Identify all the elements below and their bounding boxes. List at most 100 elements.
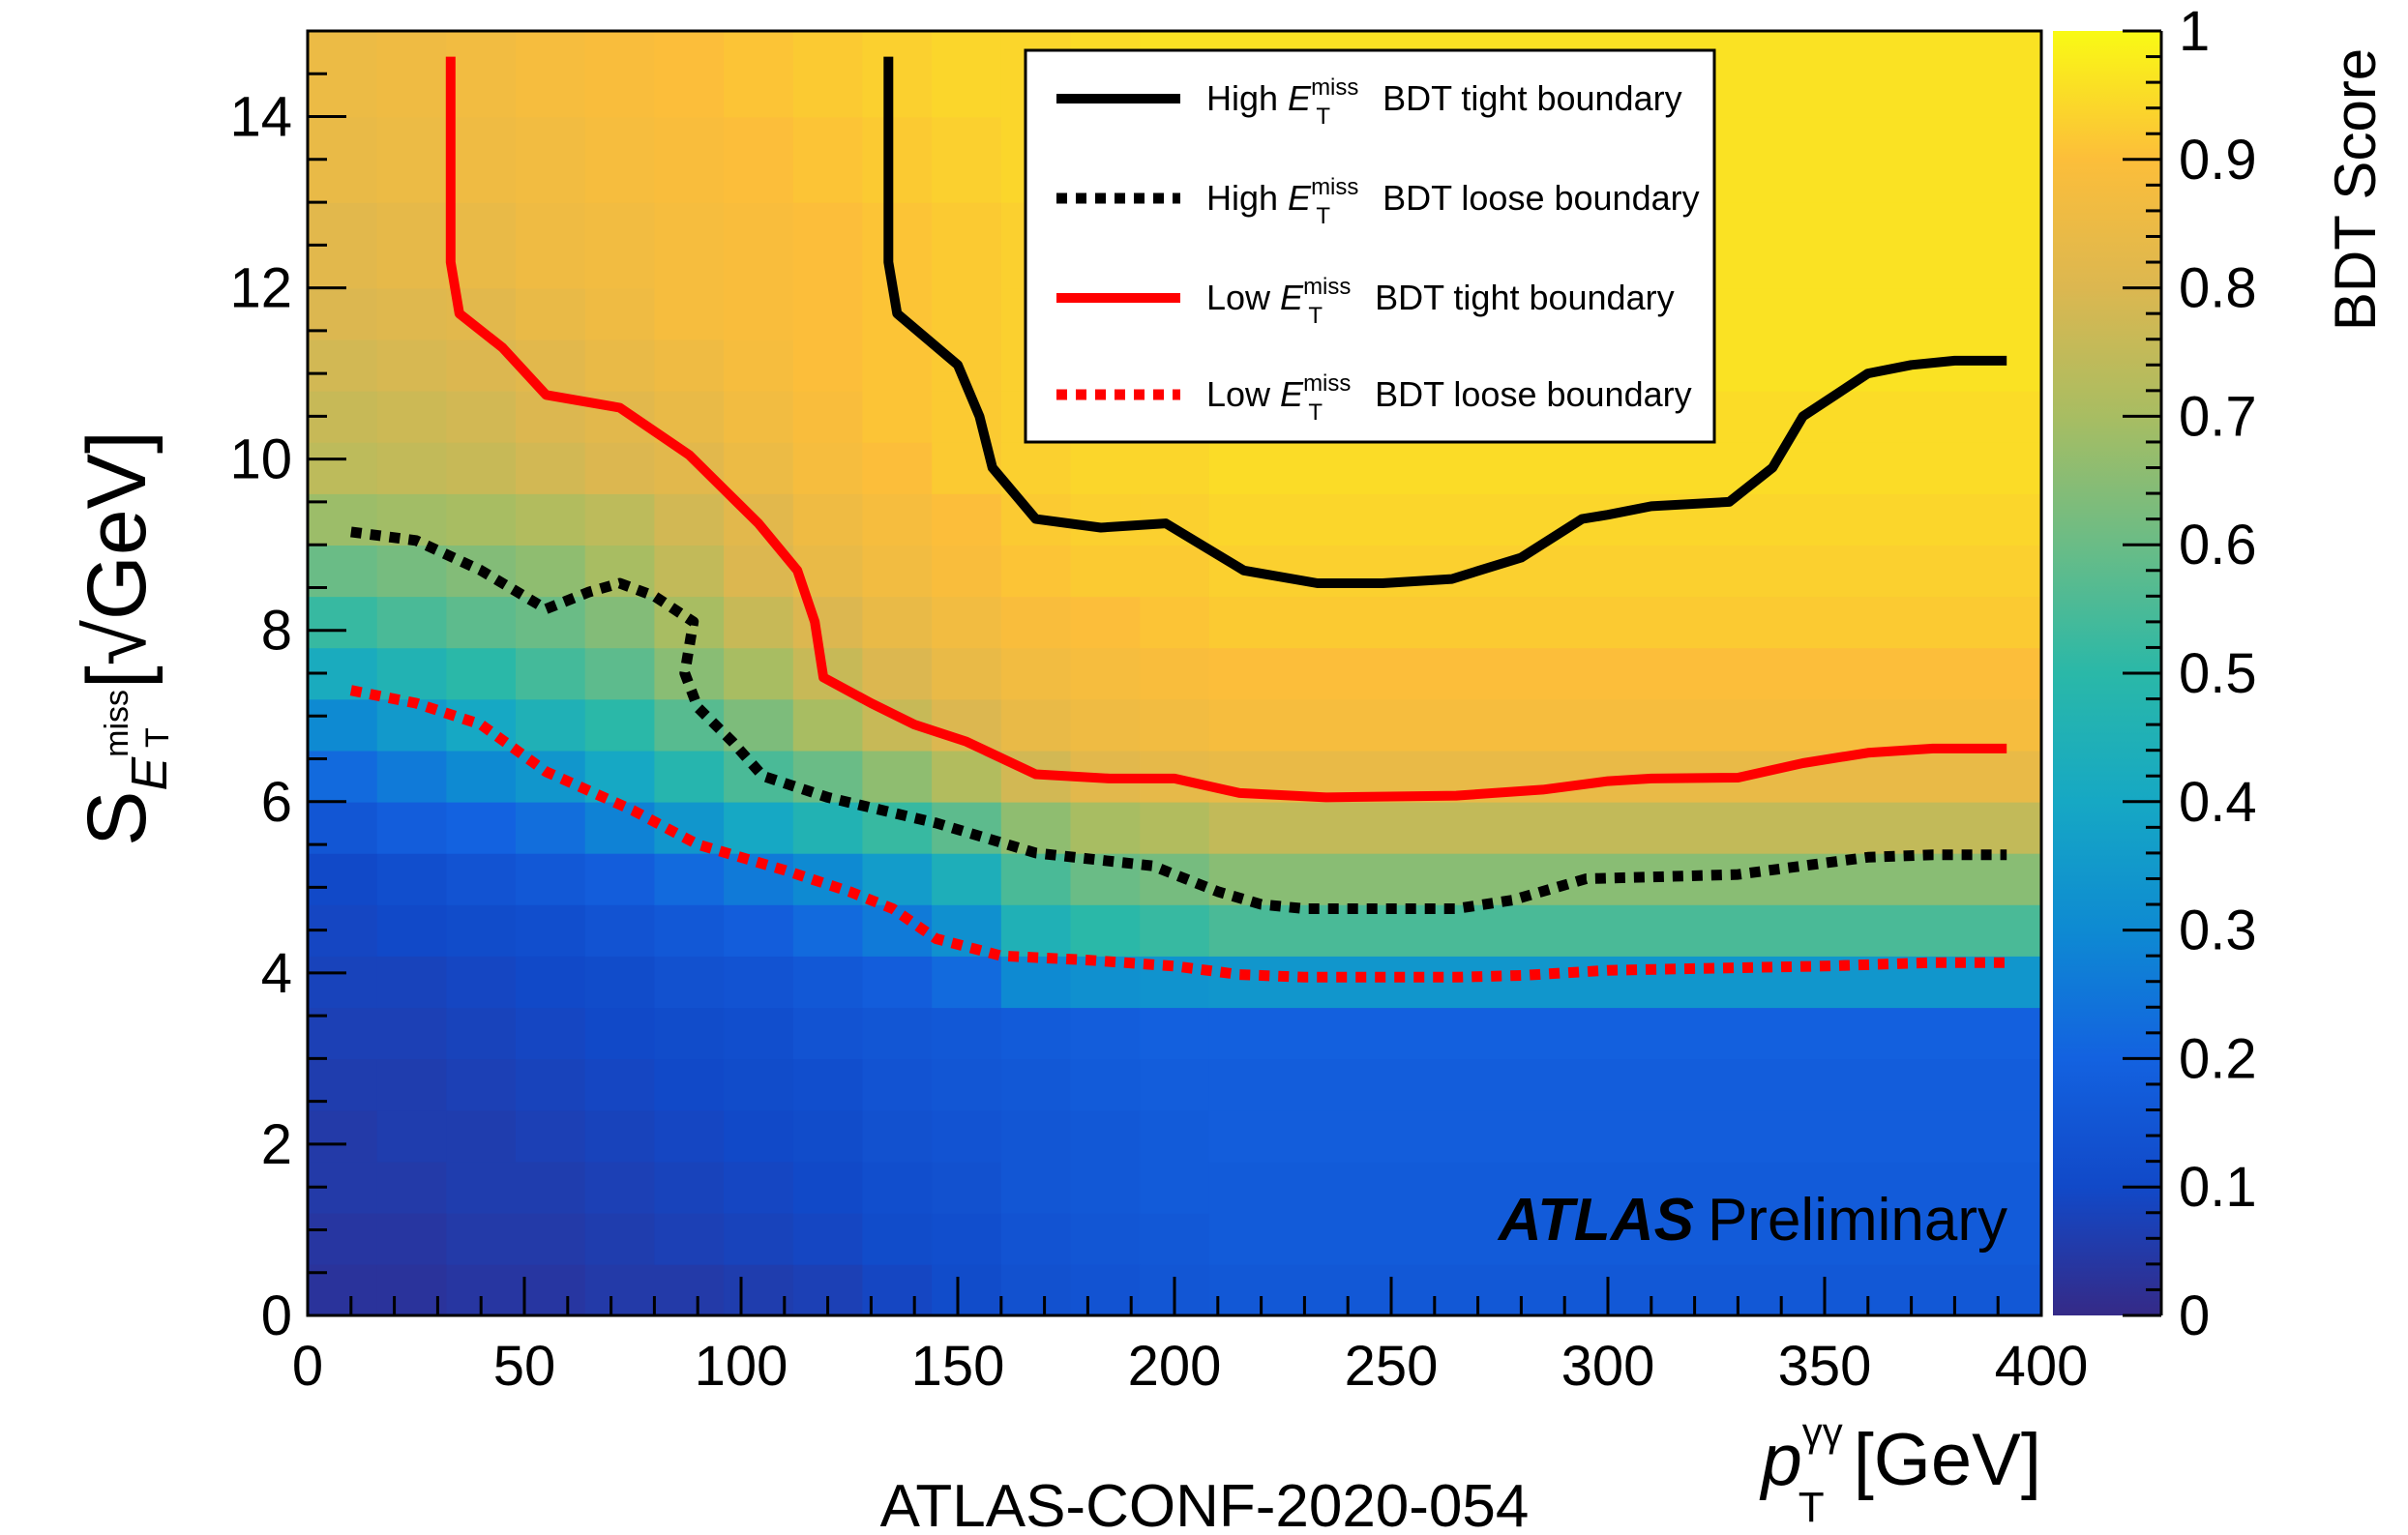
heatmap-cell xyxy=(446,904,517,957)
heatmap-cell xyxy=(792,1212,864,1265)
heatmap-cell xyxy=(1140,545,1210,598)
heatmap-cell xyxy=(932,904,1002,957)
heatmap-cell xyxy=(654,1161,725,1214)
legend-label: High Emiss T BDT tight boundary xyxy=(1206,74,1682,130)
heatmap-cell xyxy=(792,31,864,118)
heatmap-cell xyxy=(308,1212,378,1265)
heatmap-cell xyxy=(1208,1212,2041,1265)
heatmap-cell xyxy=(1070,904,1141,957)
heatmap-cell xyxy=(1140,698,1210,752)
heatmap-cell xyxy=(516,1263,586,1315)
heatmap-cell xyxy=(792,801,864,854)
x-tick-label: 300 xyxy=(1561,1335,1655,1398)
heatmap-cell xyxy=(446,852,517,905)
heatmap-cell xyxy=(516,1109,586,1163)
heatmap-cell xyxy=(308,287,378,340)
heatmap-cell xyxy=(1208,1109,2041,1163)
heatmap-cell xyxy=(792,390,864,443)
x-tick-label: 0 xyxy=(292,1335,323,1398)
heatmap-cell xyxy=(724,698,794,752)
heatmap-cell xyxy=(724,202,794,289)
heatmap-cell xyxy=(584,596,656,649)
heatmap-cell xyxy=(932,1161,1002,1214)
legend-box xyxy=(1024,48,1716,444)
heatmap-cell xyxy=(516,956,586,1009)
heatmap-cell xyxy=(446,116,517,203)
heatmap-cell xyxy=(308,596,378,649)
heatmap-cell xyxy=(654,1109,725,1163)
colorbar-tick-label: 0.6 xyxy=(2179,514,2257,576)
colorbar-axis: 0 0.1 0.2 0.3 0.4 0.5 0.6 0.7 0.8 0.9 1 xyxy=(2123,0,2257,1347)
heatmap-cell xyxy=(654,1058,725,1111)
heatmap-cell xyxy=(932,750,1002,803)
heatmap-cell xyxy=(516,1161,586,1214)
heatmap-cell xyxy=(654,31,725,118)
y-tick-label: 12 xyxy=(229,257,292,320)
heatmap-cell xyxy=(516,698,586,752)
heatmap-cell xyxy=(1140,442,1210,494)
heatmap-cell xyxy=(516,1058,586,1111)
svg-text:ATLAS-CONF-2020-054: ATLAS-CONF-2020-054 xyxy=(880,1473,1530,1530)
boundary-curves xyxy=(349,56,2007,983)
heatmap-cell xyxy=(516,545,586,598)
heatmap-cell xyxy=(584,442,656,494)
heatmap-cell xyxy=(376,1212,448,1265)
heatmap-cell xyxy=(376,1007,448,1060)
heatmap-cell xyxy=(724,1058,794,1111)
heatmap-cell xyxy=(932,647,1002,700)
heatmap-cell xyxy=(446,956,517,1009)
heatmap-cell xyxy=(446,1212,517,1265)
heatmap-cell xyxy=(584,852,656,905)
colorbar-tick-label: 0.1 xyxy=(2179,1156,2257,1219)
heatmap-cell xyxy=(792,956,864,1009)
y-axis-label: SEmiss T[√GeV] xyxy=(71,430,178,846)
heatmap-cell xyxy=(308,545,378,598)
heatmap-cell xyxy=(1000,1007,1072,1060)
heatmap-cell xyxy=(932,1007,1002,1060)
y-tick-label: 14 xyxy=(229,86,292,149)
heatmap-cell xyxy=(446,647,517,700)
heatmap-cell xyxy=(584,339,656,392)
heatmap-cell xyxy=(724,647,794,700)
heatmap-cell xyxy=(376,596,448,649)
heatmap-cell xyxy=(308,442,378,494)
heatmap-cell xyxy=(862,545,933,598)
heatmap-cell xyxy=(932,545,1002,598)
heatmap-cell xyxy=(1070,1161,1141,1214)
heatmap-cell xyxy=(516,339,586,392)
heatmap-cell xyxy=(446,202,517,289)
heatmap-cell xyxy=(446,390,517,443)
heatmap-cell xyxy=(376,1058,448,1111)
heatmap-cell xyxy=(1070,442,1141,494)
heatmap-cell xyxy=(862,956,933,1009)
heatmap-cell xyxy=(446,596,517,649)
heatmap-cell xyxy=(516,904,586,957)
legend-label: High Emiss T BDT loose boundary xyxy=(1206,174,1700,229)
heatmap-cell xyxy=(724,287,794,340)
heatmap-cell xyxy=(446,493,517,546)
heatmap-cell xyxy=(862,339,933,392)
heatmap-cell xyxy=(446,698,517,752)
heatmap-cell xyxy=(862,1263,933,1315)
heatmap-cell xyxy=(376,1161,448,1214)
heatmap-cell xyxy=(792,287,864,340)
heatmap-cell xyxy=(1140,647,1210,700)
heatmap-cell xyxy=(376,1109,448,1163)
heatmap-cell xyxy=(862,596,933,649)
heatmap-cell xyxy=(862,1109,933,1163)
heatmap-cell xyxy=(792,202,864,289)
heatmap-cell xyxy=(1070,698,1141,752)
heatmap-cell xyxy=(792,1109,864,1163)
heatmap-cell xyxy=(1140,904,1210,957)
heatmap-cell xyxy=(792,493,864,546)
heatmap-cell xyxy=(376,202,448,289)
y-tick-label: 10 xyxy=(229,428,292,491)
heatmap-cell xyxy=(1140,801,1210,854)
heatmap-cell xyxy=(308,339,378,392)
heatmap-cell xyxy=(1140,1109,1210,1163)
colorbar-tick-label: 0 xyxy=(2179,1284,2210,1347)
heatmap-cell xyxy=(862,750,933,803)
heatmap-cell xyxy=(1208,852,2041,905)
legend-label: Low Emiss T BDT loose boundary xyxy=(1206,370,1692,426)
